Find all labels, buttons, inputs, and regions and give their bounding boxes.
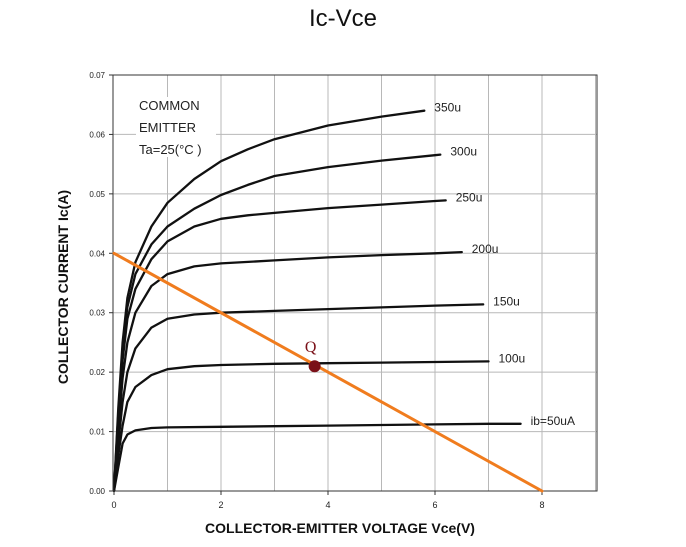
plot-frame [112,74,598,492]
axis-ticks: 0 2 4 6 8 0.00 0.01 0.02 0.03 0.04 0.05 0.06 0.07 [89,71,544,510]
y-tick-label: 0.07 [89,71,105,80]
series-line [112,360,490,493]
series-label: 150u [493,294,520,308]
series-label: 100u [499,351,526,365]
annotation-background [136,97,216,157]
x-tick-label: 0 [111,500,116,510]
series-label: ib=50uA [531,414,575,428]
y-tick-label: 0.04 [89,249,105,258]
annotation-line: COMMON [139,98,200,113]
series-line [112,303,485,493]
x-tick-label: 2 [218,500,223,510]
chart-title: Ic-Vce [309,5,377,32]
annotation-line: EMITTER [139,120,196,135]
series-labels: ib=50uA 100u 150u 200u 250u 300u 350u [434,101,575,428]
x-tick-label: 6 [432,500,437,510]
y-tick-label: 0.06 [89,130,105,139]
characteristic-curves [112,109,522,493]
q-point-marker [308,360,321,373]
q-point-label: Q [305,339,317,356]
grid-lines [113,75,597,491]
x-tick-label: 8 [539,500,544,510]
y-tick-label: 0.01 [89,428,105,437]
y-tick-label: 0.02 [89,368,105,377]
series-line [112,422,522,493]
series-line [112,250,463,493]
y-tick-label: 0.03 [89,309,105,318]
series-line [112,199,447,493]
load-line [112,251,544,493]
y-tick-label: 0.05 [89,190,105,199]
y-tick-label: 0.00 [89,487,105,496]
series-label: 300u [450,145,477,159]
annotation-box: COMMON EMITTER Ta=25(°C ) [136,97,216,157]
series-label: 250u [456,190,483,204]
x-tick-label: 4 [325,500,330,510]
load-line-overlay: Q [112,251,544,493]
annotation-line: Ta=25(°C ) [139,142,202,157]
series-label: 350u [434,101,461,115]
y-axis-label: COLLECTOR CURRENT Ic(A) [55,190,71,384]
series-label: 200u [472,242,499,256]
x-axis-label: COLLECTOR-EMITTER VOLTAGE Vce(V) [205,520,475,536]
series-line [112,109,426,493]
